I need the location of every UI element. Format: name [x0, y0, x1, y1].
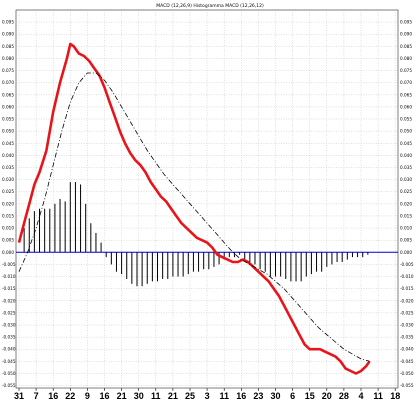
x-tick-label: 16 — [236, 391, 246, 400]
y-tick-label-left: 0.095 — [2, 20, 14, 25]
y-tick-label-left: -0.040 — [2, 347, 16, 352]
x-tick-label: 15 — [305, 391, 315, 400]
x-tick-label: 31 — [14, 391, 24, 400]
y-tick-label-right: 0.085 — [400, 44, 412, 49]
y-tick-label-left: -0.055 — [2, 383, 16, 388]
y-tick-label-left: 0.045 — [2, 141, 14, 146]
y-tick-label-left: 0.055 — [2, 117, 14, 122]
chart-title: MACD (12,26,9) Histogramma MACD (12,26,1… — [156, 3, 264, 9]
x-tick-label: 20 — [322, 391, 332, 400]
x-tick-label: 11 — [373, 391, 383, 400]
y-tick-label-right: 0.055 — [400, 117, 412, 122]
y-tick-label-right: 0.045 — [400, 141, 412, 146]
y-tick-label-right: -0.010 — [400, 274, 414, 279]
y-tick-label-left: -0.050 — [2, 371, 16, 376]
histogram-bars — [23, 182, 369, 287]
macd-line — [17, 42, 371, 375]
y-tick-label-right: 0.060 — [400, 104, 412, 109]
x-tick-label: 3 — [205, 391, 210, 400]
y-tick-label-left: 0.080 — [2, 56, 14, 61]
y-tick-label-right: -0.045 — [400, 359, 414, 364]
x-tick-label: 7 — [34, 391, 39, 400]
x-tick-label: 21 — [168, 391, 178, 400]
y-tick-label-left: 0.090 — [2, 32, 14, 37]
x-tick-label: 6 — [290, 391, 295, 400]
y-tick-label-left: 0.070 — [2, 80, 14, 85]
y-tick-label-right: 0.030 — [400, 177, 412, 182]
y-tick-label-left: 0.085 — [2, 44, 14, 49]
grid — [16, 10, 398, 388]
x-tick-label: 22 — [65, 391, 75, 400]
signal-line — [18, 72, 370, 362]
y-tick-label-right: 0.010 — [400, 226, 412, 231]
y-tick-label-right: -0.030 — [400, 323, 414, 328]
y-tick-label-left: 0.020 — [2, 201, 14, 206]
y-tick-label-left: -0.005 — [2, 262, 16, 267]
x-tick-label: 23 — [253, 391, 263, 400]
x-tick-label: 9 — [85, 391, 90, 400]
y-tick-label-right: 0.020 — [400, 201, 412, 206]
y-tick-label-left: 0.060 — [2, 104, 14, 109]
y-tick-label-left: 0.075 — [2, 68, 14, 73]
y-tick-label-right: 0.095 — [400, 20, 412, 25]
series-lines — [17, 42, 371, 375]
y-tick-label-left: -0.030 — [2, 323, 16, 328]
y-tick-label-left: 0.010 — [2, 226, 14, 231]
y-tick-label-right: -0.035 — [400, 335, 414, 340]
y-axis-right: 0.095 0.090 0.085 0.080 0.075 0.070 0.065 0.060… — [400, 20, 414, 388]
x-axis: 31 7 16 22 9 16 21 30 11 21 25 3 11 16 23 30 6 15 20 28 4 11 1… — [14, 388, 400, 400]
y-tick-label-right: -0.025 — [400, 310, 414, 315]
x-tick-label: 16 — [48, 391, 58, 400]
x-tick-label: 30 — [270, 391, 280, 400]
y-tick-label-right: 0.035 — [400, 165, 412, 170]
y-tick-label-right: -0.015 — [400, 286, 414, 291]
y-axis-left: 0.095 0.090 0.085 0.080 0.075 0.070 0.065 0.060… — [2, 20, 16, 388]
x-tick-label: 16 — [99, 391, 109, 400]
x-tick-label: 28 — [339, 391, 349, 400]
y-tick-label-right: 0.000 — [400, 250, 412, 255]
y-tick-label-right: 0.080 — [400, 56, 412, 61]
y-tick-label-right: 0.070 — [400, 80, 412, 85]
y-tick-label-right: 0.015 — [400, 213, 412, 218]
y-tick-label-right: -0.055 — [400, 383, 414, 388]
x-tick-label: 21 — [117, 391, 127, 400]
y-tick-label-left: 0.050 — [2, 129, 14, 134]
y-tick-label-left: 0.000 — [2, 250, 14, 255]
plot-frame — [15, 9, 399, 389]
y-tick-label-left: 0.015 — [2, 213, 14, 218]
x-tick-label: 18 — [390, 391, 400, 400]
y-tick-label-left: -0.015 — [2, 286, 16, 291]
y-tick-label-left: 0.030 — [2, 177, 14, 182]
y-tick-label-left: 0.035 — [2, 165, 14, 170]
y-tick-label-right: 0.005 — [400, 238, 412, 243]
y-tick-label-left: -0.045 — [2, 359, 16, 364]
x-tick-label: 11 — [151, 391, 161, 400]
y-tick-label-right: 0.040 — [400, 153, 412, 158]
y-tick-label-right: -0.005 — [400, 262, 414, 267]
y-tick-label-right: 0.025 — [400, 189, 412, 194]
y-tick-label-left: -0.010 — [2, 274, 16, 279]
y-tick-label-right: 0.075 — [400, 68, 412, 73]
x-tick-label: 11 — [219, 391, 229, 400]
y-tick-label-left: -0.020 — [2, 298, 16, 303]
y-tick-label-right: -0.050 — [400, 371, 414, 376]
y-tick-label-left: -0.025 — [2, 310, 16, 315]
y-tick-label-left: 0.025 — [2, 189, 14, 194]
y-tick-label-left: 0.040 — [2, 153, 14, 158]
y-tick-label-right: 0.050 — [400, 129, 412, 134]
y-tick-label-left: 0.065 — [2, 92, 14, 97]
x-tick-label: 4 — [358, 391, 363, 400]
y-tick-label-right: -0.040 — [400, 347, 414, 352]
y-tick-label-right: 0.065 — [400, 92, 412, 97]
y-tick-label-left: 0.005 — [2, 238, 14, 243]
y-tick-label-right: -0.020 — [400, 298, 414, 303]
x-tick-label: 25 — [185, 391, 195, 400]
y-tick-label-right: 0.090 — [400, 32, 412, 37]
x-tick-label: 30 — [134, 391, 144, 400]
y-tick-label-left: -0.035 — [2, 335, 16, 340]
